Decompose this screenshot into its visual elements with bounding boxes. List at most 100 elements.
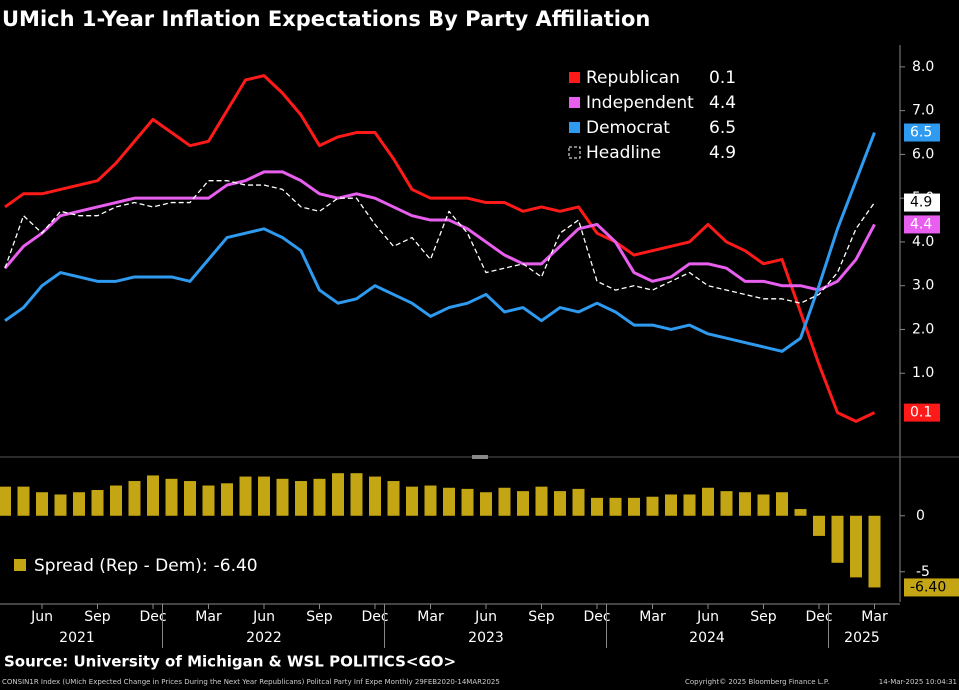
bar — [332, 473, 344, 516]
x-tick-label: Jun — [696, 609, 719, 625]
footer-left: CONSIN1R Index (UMich Expected Change in… — [2, 678, 500, 686]
badge-label: 6.5 — [910, 125, 932, 141]
year-label: 2024 — [689, 630, 725, 646]
bar — [720, 491, 733, 516]
bar — [369, 476, 381, 516]
bar — [184, 481, 196, 516]
badge — [904, 193, 940, 212]
bar — [535, 486, 548, 516]
bar — [868, 515, 881, 588]
badge — [904, 403, 940, 422]
legend-value: 0.1 — [709, 68, 736, 88]
x-tick-label: Dec — [583, 609, 610, 625]
x-tick-label: Jun — [474, 609, 497, 625]
year-label: 2022 — [246, 630, 282, 646]
year-label: 2025 — [844, 630, 880, 646]
bar — [313, 478, 326, 516]
bar — [702, 487, 714, 516]
badge — [904, 123, 940, 142]
bar — [258, 476, 270, 516]
bar — [517, 491, 529, 516]
x-tick-label: Sep — [528, 609, 555, 625]
bar — [276, 478, 289, 516]
bar — [350, 473, 363, 516]
source: Source: University of Michigan & WSL POL… — [4, 653, 456, 671]
bar — [406, 486, 418, 516]
x-tick-label: Mar — [417, 609, 444, 625]
bar — [609, 497, 622, 516]
bar — [757, 494, 770, 516]
legend-label: Independent — [586, 93, 694, 113]
chart-title: UMich 1-Year Inflation Expectations By P… — [2, 7, 650, 31]
bar — [831, 515, 844, 563]
y-tick-label: -5 — [916, 564, 930, 580]
legend-label: Republican — [586, 68, 680, 88]
legend-value: 4.4 — [709, 93, 736, 113]
legend-value: 4.9 — [709, 143, 736, 163]
line — [4, 180, 876, 304]
bar — [665, 494, 677, 516]
bar — [480, 492, 492, 516]
bar — [239, 476, 252, 516]
y-tick-label: 1.0 — [912, 365, 934, 381]
bar — [165, 478, 178, 516]
bar — [147, 475, 159, 516]
bar — [498, 487, 511, 516]
y-tick-label: 4.0 — [912, 234, 934, 250]
legend-swatch — [569, 72, 580, 83]
badge-label: 4.4 — [910, 216, 932, 232]
bar — [202, 485, 215, 516]
legend-value: 6.5 — [709, 118, 736, 138]
badge — [904, 215, 940, 234]
bar — [91, 490, 104, 516]
x-tick-label: Mar — [861, 609, 888, 625]
bar — [461, 488, 474, 516]
line — [4, 74, 876, 423]
bar — [36, 492, 48, 516]
bar — [424, 485, 437, 516]
bar — [683, 494, 696, 516]
bar — [295, 481, 307, 516]
legend-label: Democrat — [586, 118, 670, 138]
legend-value: -6.40 — [214, 556, 258, 576]
y-tick-label: 3.0 — [912, 278, 934, 294]
footer-right: 14-Mar-2025 10:04:31 — [879, 678, 957, 686]
x-tick-label: Sep — [750, 609, 777, 625]
bar — [628, 497, 640, 516]
legend-swatch — [569, 122, 580, 133]
badge — [904, 578, 959, 597]
y-tick-label: 2.0 — [912, 321, 934, 337]
bar — [776, 492, 788, 516]
badge-label: 0.1 — [910, 405, 932, 421]
x-tick-label: Jun — [30, 609, 53, 625]
x-tick-label: Mar — [195, 609, 222, 625]
footer-mid: Copyright© 2025 Bloomberg Finance L.P. — [685, 678, 829, 686]
legend-swatch — [14, 559, 26, 571]
panel-handle — [472, 455, 488, 459]
bar — [850, 515, 862, 578]
bar — [443, 487, 455, 516]
bar — [646, 496, 659, 516]
line — [3, 170, 876, 292]
x-tick-label: Jun — [252, 609, 275, 625]
bar — [221, 483, 233, 516]
x-tick-label: Mar — [639, 609, 666, 625]
legend-label: Spread (Rep - Dem): -6.40 — [34, 556, 258, 576]
x-tick-label: Dec — [139, 609, 166, 625]
bar — [739, 492, 751, 516]
x-tick-label: Dec — [805, 609, 832, 625]
bar — [0, 486, 11, 516]
bar — [73, 492, 85, 516]
bar — [387, 481, 400, 516]
x-tick-label: Dec — [361, 609, 388, 625]
badge-label: -6.40 — [910, 579, 946, 595]
badge-label: 4.9 — [910, 195, 932, 211]
year-label: 2023 — [468, 630, 504, 646]
bar — [128, 481, 141, 516]
line — [4, 131, 876, 353]
legend-name: Spread (Rep - Dem): — [34, 556, 208, 576]
year-label: 2021 — [59, 630, 95, 646]
x-tick-label: Sep — [306, 609, 333, 625]
x-tick-label: Sep — [84, 609, 111, 625]
